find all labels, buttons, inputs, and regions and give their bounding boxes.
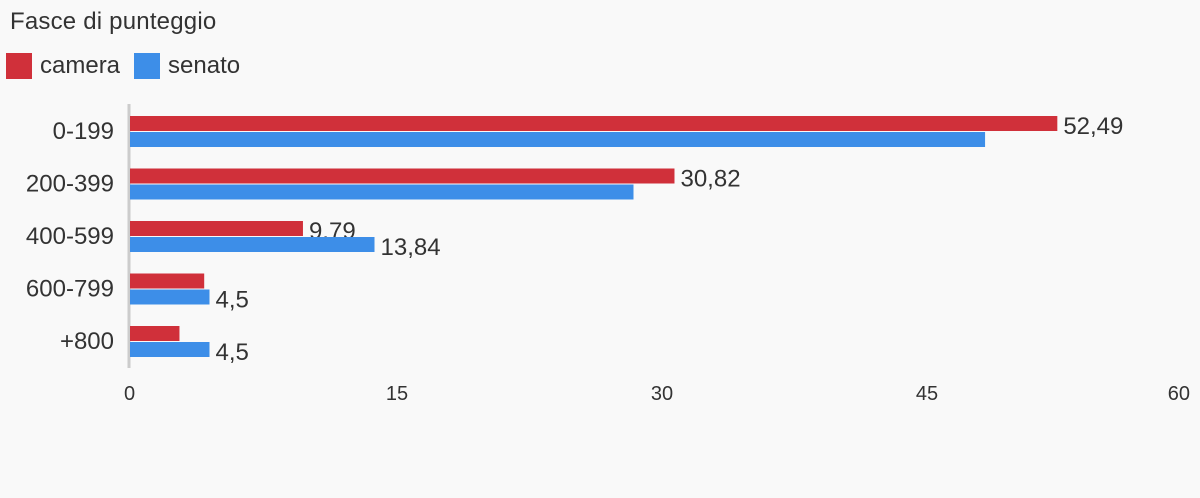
category-label: +800	[60, 328, 114, 355]
data-label-senato-3: 4,5	[216, 287, 249, 314]
category-label: 400-599	[26, 223, 114, 250]
x-tick-label: 15	[386, 383, 408, 405]
bar-senato-2	[130, 237, 375, 252]
bar-camera-1	[130, 168, 675, 184]
chart-title: Fasce di punteggio	[10, 8, 217, 35]
legend-label-senato: senato	[168, 52, 241, 79]
data-label-senato-4: 4,5	[216, 339, 249, 366]
x-tick-label: 60	[1168, 383, 1190, 405]
x-tick-label: 45	[916, 383, 938, 405]
bar-camera-2	[130, 221, 303, 236]
category-label: 200-399	[26, 171, 114, 198]
category-label: 600-799	[26, 276, 114, 303]
legend-item-camera[interactable]: camera	[6, 52, 120, 80]
x-tick-label: 30	[651, 383, 673, 405]
x-tick-label: 0	[124, 383, 135, 405]
bar-senato-4	[130, 342, 210, 357]
bar-camera-4	[130, 326, 180, 341]
data-label-camera-0: 52,49	[1063, 113, 1123, 140]
bar-senato-3	[130, 289, 210, 305]
legend-swatch-camera	[6, 53, 32, 79]
legend-label-camera: camera	[40, 52, 121, 79]
legend: camera senato	[6, 52, 254, 80]
data-label-camera-1: 30,82	[680, 166, 740, 193]
bar-camera-0	[130, 116, 1058, 131]
data-label-senato-2: 13,84	[381, 234, 441, 261]
legend-item-senato[interactable]: senato	[134, 52, 240, 80]
category-label: 0-199	[53, 118, 114, 145]
legend-swatch-senato	[134, 53, 161, 79]
bar-senato-1	[130, 184, 634, 200]
bar-camera-3	[130, 273, 205, 289]
bar-senato-0	[130, 132, 986, 147]
